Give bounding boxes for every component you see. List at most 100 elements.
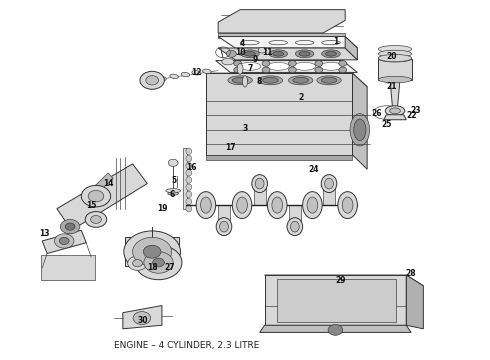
Text: 22: 22 — [406, 111, 416, 120]
Ellipse shape — [245, 51, 255, 56]
Text: 5: 5 — [172, 176, 177, 185]
Ellipse shape — [320, 62, 342, 70]
Polygon shape — [289, 205, 301, 226]
Ellipse shape — [186, 170, 192, 176]
Bar — [41, 255, 95, 280]
Circle shape — [124, 231, 180, 273]
Text: 19: 19 — [157, 204, 167, 213]
Ellipse shape — [303, 192, 322, 219]
Ellipse shape — [237, 63, 243, 74]
Ellipse shape — [202, 69, 211, 73]
Ellipse shape — [289, 76, 313, 85]
Text: 11: 11 — [262, 48, 272, 57]
Polygon shape — [218, 205, 230, 226]
Ellipse shape — [192, 71, 200, 75]
Ellipse shape — [273, 51, 284, 56]
Text: 1: 1 — [333, 37, 338, 46]
Text: 25: 25 — [382, 120, 392, 129]
Ellipse shape — [232, 77, 248, 83]
Polygon shape — [265, 275, 406, 325]
Text: 13: 13 — [39, 229, 50, 238]
Circle shape — [146, 76, 159, 85]
Circle shape — [234, 67, 242, 73]
Ellipse shape — [252, 175, 268, 193]
Ellipse shape — [181, 72, 190, 77]
Text: 16: 16 — [186, 163, 196, 172]
Text: 6: 6 — [169, 190, 174, 199]
Circle shape — [133, 260, 143, 267]
Ellipse shape — [317, 76, 341, 85]
Text: 4: 4 — [240, 39, 245, 48]
Text: 18: 18 — [147, 264, 157, 273]
Polygon shape — [42, 230, 86, 253]
Circle shape — [85, 212, 107, 227]
Text: 28: 28 — [406, 269, 416, 278]
Ellipse shape — [294, 62, 316, 70]
Circle shape — [144, 252, 173, 273]
Circle shape — [168, 159, 178, 166]
Text: 23: 23 — [411, 105, 421, 114]
Polygon shape — [183, 148, 187, 209]
Text: 20: 20 — [386, 52, 397, 61]
Polygon shape — [345, 37, 357, 60]
Ellipse shape — [378, 54, 412, 62]
Text: 10: 10 — [235, 48, 245, 57]
Text: 17: 17 — [225, 143, 236, 152]
Polygon shape — [206, 73, 352, 155]
Ellipse shape — [239, 62, 261, 70]
Polygon shape — [254, 184, 266, 205]
Ellipse shape — [232, 192, 252, 219]
Circle shape — [88, 190, 104, 202]
Circle shape — [54, 234, 74, 248]
Ellipse shape — [350, 114, 369, 146]
Ellipse shape — [321, 77, 337, 83]
Ellipse shape — [338, 192, 357, 219]
Ellipse shape — [200, 197, 211, 213]
Polygon shape — [260, 325, 411, 332]
Polygon shape — [86, 173, 113, 200]
Circle shape — [133, 237, 172, 266]
Polygon shape — [406, 275, 423, 329]
Circle shape — [339, 67, 346, 73]
Text: 30: 30 — [137, 316, 147, 325]
Ellipse shape — [186, 162, 192, 169]
Circle shape — [133, 312, 151, 324]
Circle shape — [328, 324, 343, 335]
Circle shape — [128, 256, 147, 270]
Circle shape — [144, 245, 161, 258]
Circle shape — [289, 67, 296, 73]
Circle shape — [258, 47, 266, 53]
Ellipse shape — [322, 41, 340, 45]
Ellipse shape — [186, 198, 192, 205]
Ellipse shape — [385, 106, 405, 116]
Circle shape — [339, 60, 346, 66]
Polygon shape — [384, 115, 406, 120]
Text: 21: 21 — [386, 82, 397, 91]
Ellipse shape — [220, 221, 228, 232]
Ellipse shape — [166, 189, 180, 193]
Circle shape — [234, 60, 242, 66]
Polygon shape — [218, 37, 357, 48]
Polygon shape — [378, 59, 412, 80]
Text: 12: 12 — [191, 68, 201, 77]
Text: 15: 15 — [86, 201, 96, 210]
Circle shape — [315, 60, 323, 66]
Circle shape — [262, 67, 270, 73]
Ellipse shape — [268, 192, 287, 219]
Ellipse shape — [295, 41, 314, 45]
Circle shape — [135, 245, 182, 280]
Ellipse shape — [186, 206, 192, 212]
Circle shape — [153, 258, 164, 267]
Ellipse shape — [272, 197, 283, 213]
Polygon shape — [390, 80, 400, 108]
Circle shape — [60, 220, 80, 234]
Ellipse shape — [307, 197, 318, 213]
Ellipse shape — [291, 221, 299, 232]
Polygon shape — [323, 184, 335, 205]
Text: 8: 8 — [257, 77, 262, 86]
Ellipse shape — [269, 41, 288, 45]
Polygon shape — [352, 73, 367, 169]
Circle shape — [59, 237, 69, 244]
Text: 27: 27 — [164, 264, 174, 273]
Circle shape — [315, 67, 323, 73]
